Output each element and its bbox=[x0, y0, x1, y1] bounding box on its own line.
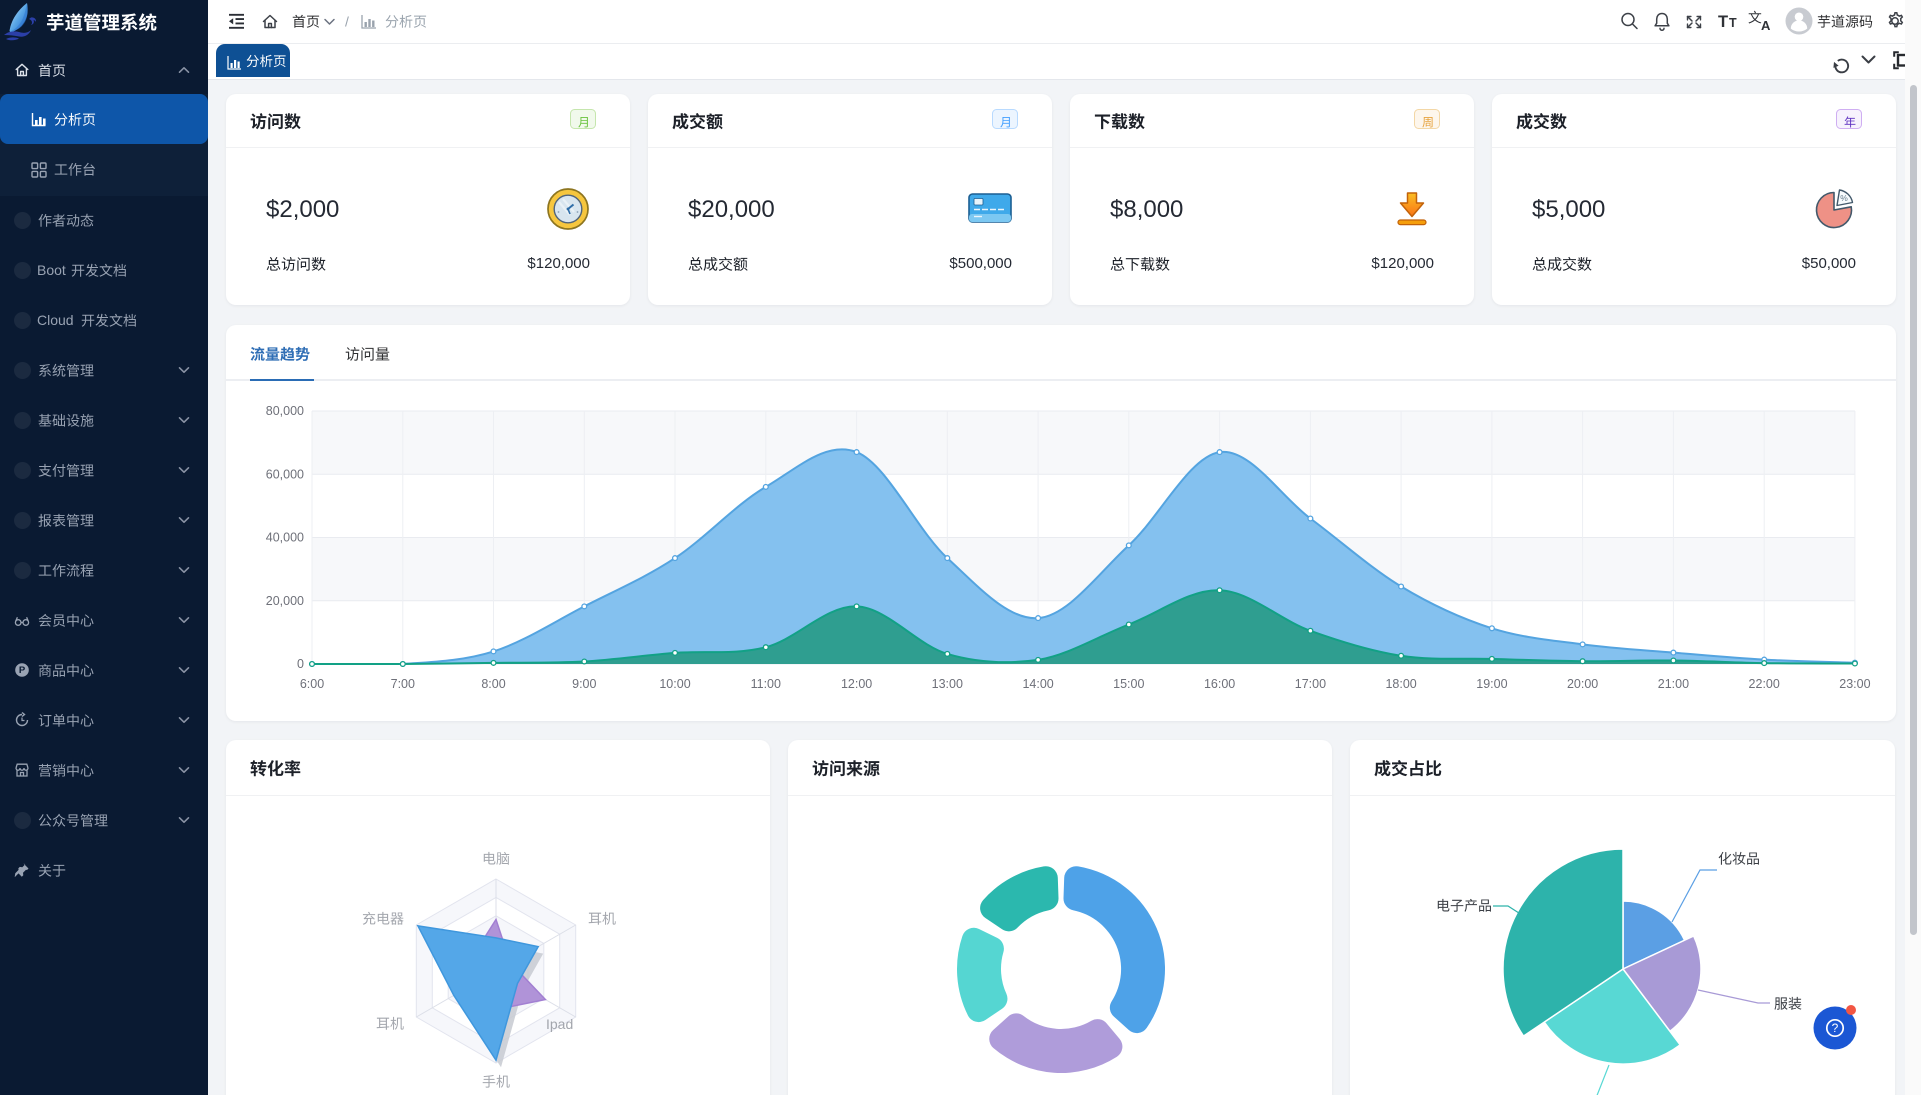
svg-text:13:00: 13:00 bbox=[932, 677, 963, 691]
svg-text:10:00: 10:00 bbox=[659, 677, 690, 691]
svg-text:80,000: 80,000 bbox=[266, 404, 304, 418]
svg-text:7:00: 7:00 bbox=[391, 677, 415, 691]
svg-text:%: % bbox=[1840, 193, 1848, 203]
svg-text:18:00: 18:00 bbox=[1385, 677, 1416, 691]
svg-text:60,000: 60,000 bbox=[266, 467, 304, 481]
svg-text:40,000: 40,000 bbox=[266, 531, 304, 545]
svg-text:T: T bbox=[1718, 13, 1728, 31]
svg-text:17:00: 17:00 bbox=[1295, 677, 1326, 691]
svg-text:16:00: 16:00 bbox=[1204, 677, 1235, 691]
svg-text:22:00: 22:00 bbox=[1749, 677, 1780, 691]
svg-text:20:00: 20:00 bbox=[1567, 677, 1598, 691]
svg-text:8:00: 8:00 bbox=[481, 677, 505, 691]
svg-text:A: A bbox=[1761, 18, 1771, 33]
svg-text:P: P bbox=[19, 665, 26, 676]
svg-text:20,000: 20,000 bbox=[266, 594, 304, 608]
svg-text:/: / bbox=[345, 14, 349, 30]
svg-text:21:00: 21:00 bbox=[1658, 677, 1689, 691]
svg-text:0: 0 bbox=[297, 657, 304, 671]
svg-text:23:00: 23:00 bbox=[1839, 677, 1870, 691]
svg-text:19:00: 19:00 bbox=[1476, 677, 1507, 691]
svg-text:T: T bbox=[1729, 16, 1737, 30]
svg-text:?: ? bbox=[1832, 1021, 1839, 1035]
svg-text:11:00: 11:00 bbox=[751, 677, 781, 691]
svg-text:15:00: 15:00 bbox=[1113, 677, 1144, 691]
svg-text:9:00: 9:00 bbox=[572, 677, 596, 691]
svg-text:14:00: 14:00 bbox=[1022, 677, 1053, 691]
svg-text:6:00: 6:00 bbox=[300, 677, 324, 691]
svg-text:12:00: 12:00 bbox=[841, 677, 872, 691]
